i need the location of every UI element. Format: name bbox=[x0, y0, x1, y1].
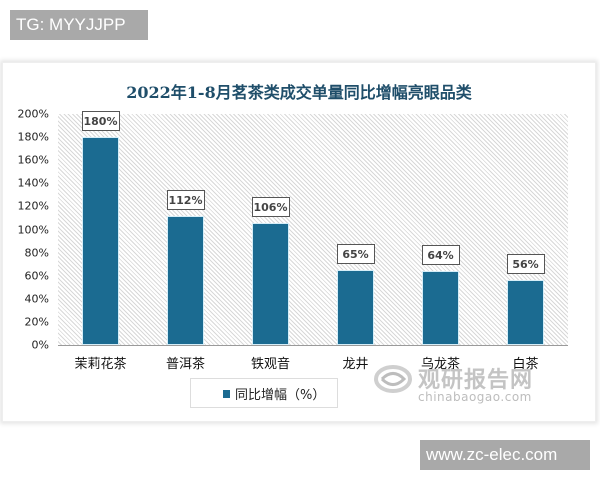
legend-swatch bbox=[223, 390, 230, 398]
chart-card: 2022年1-8月茗茶类成交单量同比增幅亮眼品类 200% 180% 160% 140… bbox=[2, 62, 596, 422]
y-tick-label: 140% bbox=[17, 176, 49, 190]
y-tick-label: 80% bbox=[24, 246, 49, 260]
bar bbox=[422, 271, 459, 345]
y-tick-label: 0% bbox=[31, 338, 49, 352]
x-tick-label: 铁观音 bbox=[250, 357, 290, 372]
y-tick-label: 20% bbox=[24, 315, 49, 329]
legend-label: 同比增幅（%） bbox=[235, 388, 326, 403]
y-tick-label: 120% bbox=[17, 199, 49, 213]
tg-badge: TG: MYYJJPP bbox=[10, 10, 148, 40]
x-tick-label: 普洱茶 bbox=[165, 357, 205, 372]
bar bbox=[82, 137, 119, 345]
bar bbox=[167, 215, 204, 345]
x-axis-line bbox=[58, 345, 568, 346]
bar bbox=[252, 222, 289, 345]
data-label: 180% bbox=[81, 111, 120, 132]
data-label: 64% bbox=[421, 245, 460, 266]
bar bbox=[337, 269, 374, 345]
chart-title: 2022年1-8月茗茶类成交单量同比增幅亮眼品类 bbox=[126, 83, 472, 102]
y-tick-label: 160% bbox=[17, 153, 49, 167]
plot-area: 180% 112% 106% 65% 64% 56% bbox=[58, 111, 568, 345]
watermark: 观研报告网 chinabaogao.com bbox=[374, 362, 544, 406]
watermark-en: chinabaogao.com bbox=[418, 390, 532, 404]
x-tick-label: 龙井 bbox=[342, 357, 369, 372]
y-tick-label: 60% bbox=[24, 269, 49, 283]
y-tick-label: 100% bbox=[17, 223, 49, 236]
site-badge: www.zc-elec.com bbox=[420, 440, 590, 470]
x-tick-label: 乌龙茶 bbox=[420, 357, 460, 372]
data-label: 112% bbox=[166, 189, 205, 210]
y-tick-label: 40% bbox=[24, 292, 49, 306]
swirl-logo-icon bbox=[374, 364, 412, 394]
x-tick-label: 白茶 bbox=[512, 357, 539, 372]
x-tick-label: 茉莉花茶 bbox=[74, 357, 127, 372]
watermark-cn: 观研报告网 bbox=[418, 368, 534, 393]
y-tick-label: 200% bbox=[17, 107, 49, 121]
data-label: 56% bbox=[506, 254, 545, 275]
bar bbox=[507, 280, 544, 345]
legend: 同比增幅（%） bbox=[190, 378, 338, 408]
y-tick-label: 180% bbox=[17, 130, 49, 144]
data-label: 106% bbox=[251, 196, 290, 217]
data-label: 65% bbox=[336, 243, 375, 264]
